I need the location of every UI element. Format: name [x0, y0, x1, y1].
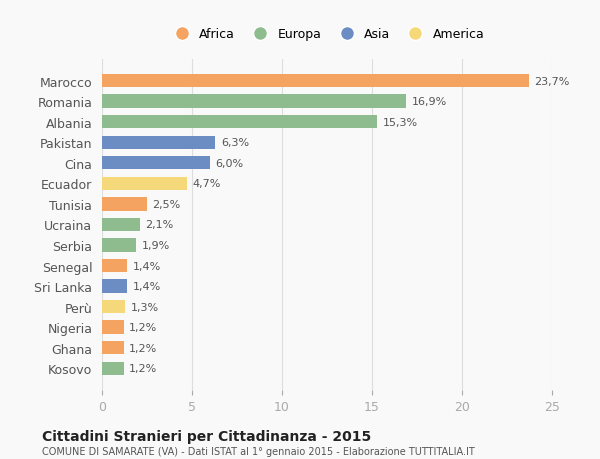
- Legend: Africa, Europa, Asia, America: Africa, Europa, Asia, America: [164, 23, 490, 46]
- Text: 2,1%: 2,1%: [145, 220, 173, 230]
- Bar: [102, 116, 377, 129]
- Bar: [102, 341, 124, 355]
- Bar: [102, 259, 127, 273]
- Bar: [102, 198, 147, 211]
- Text: 1,2%: 1,2%: [129, 364, 157, 374]
- Text: 4,7%: 4,7%: [192, 179, 220, 189]
- Text: 1,2%: 1,2%: [129, 323, 157, 332]
- Text: 6,0%: 6,0%: [215, 158, 244, 168]
- Text: 1,3%: 1,3%: [131, 302, 159, 312]
- Text: 2,5%: 2,5%: [152, 199, 181, 209]
- Text: COMUNE DI SAMARATE (VA) - Dati ISTAT al 1° gennaio 2015 - Elaborazione TUTTITALI: COMUNE DI SAMARATE (VA) - Dati ISTAT al …: [42, 446, 475, 456]
- Text: 1,4%: 1,4%: [133, 261, 161, 271]
- Bar: [102, 177, 187, 190]
- Text: 6,3%: 6,3%: [221, 138, 249, 148]
- Bar: [102, 95, 406, 108]
- Text: 1,2%: 1,2%: [129, 343, 157, 353]
- Bar: [102, 300, 125, 313]
- Text: Cittadini Stranieri per Cittadinanza - 2015: Cittadini Stranieri per Cittadinanza - 2…: [42, 429, 371, 443]
- Bar: [102, 280, 127, 293]
- Text: 16,9%: 16,9%: [412, 97, 447, 107]
- Bar: [102, 362, 124, 375]
- Bar: [102, 239, 136, 252]
- Bar: [102, 218, 140, 232]
- Bar: [102, 321, 124, 334]
- Bar: [102, 75, 529, 88]
- Text: 15,3%: 15,3%: [383, 118, 418, 127]
- Bar: [102, 157, 210, 170]
- Text: 1,4%: 1,4%: [133, 281, 161, 291]
- Text: 23,7%: 23,7%: [534, 76, 569, 86]
- Text: 1,9%: 1,9%: [142, 241, 170, 251]
- Bar: [102, 136, 215, 150]
